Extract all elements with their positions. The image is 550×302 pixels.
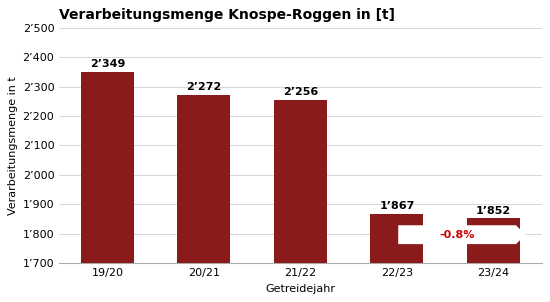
Bar	[274, 100, 327, 263]
Text: 1’867: 1’867	[379, 201, 415, 211]
Text: Verarbeitungsmenge Knospe-Roggen in [t]: Verarbeitungsmenge Knospe-Roggen in [t]	[59, 8, 395, 22]
Polygon shape	[398, 225, 526, 244]
Text: 2’272: 2’272	[186, 82, 222, 92]
Bar	[467, 218, 520, 263]
Bar	[370, 214, 424, 263]
Y-axis label: Verarbeitungsmenge in t: Verarbeitungsmenge in t	[8, 76, 18, 215]
X-axis label: Getreidejahr: Getreidejahr	[266, 284, 336, 294]
Bar	[81, 72, 134, 263]
Bar	[177, 95, 230, 263]
Text: 2’256: 2’256	[283, 87, 318, 97]
Text: -0.8%: -0.8%	[439, 230, 475, 240]
Text: 1’852: 1’852	[476, 206, 511, 216]
Text: 2’349: 2’349	[90, 59, 125, 69]
